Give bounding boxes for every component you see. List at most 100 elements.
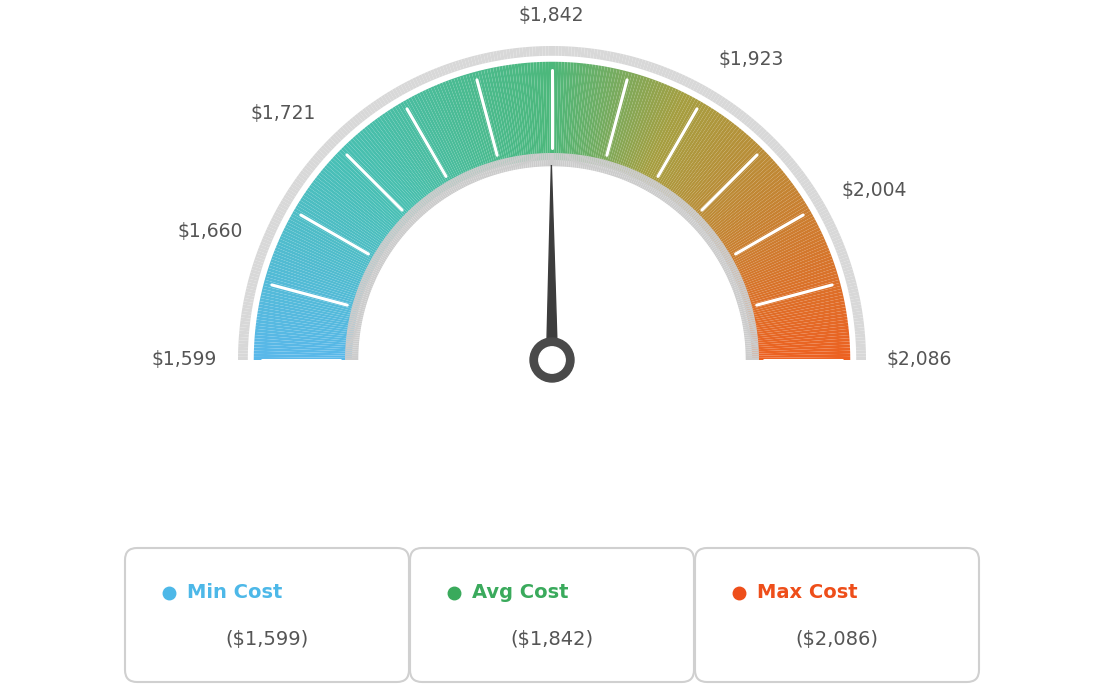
Wedge shape (252, 348, 352, 354)
Wedge shape (742, 324, 756, 328)
Wedge shape (512, 48, 517, 58)
Wedge shape (790, 165, 800, 174)
Wedge shape (749, 304, 847, 324)
Wedge shape (689, 214, 700, 225)
Wedge shape (344, 141, 415, 216)
Wedge shape (470, 169, 477, 183)
Wedge shape (711, 179, 793, 241)
Wedge shape (496, 65, 517, 164)
Wedge shape (365, 123, 429, 204)
Wedge shape (259, 291, 358, 317)
Wedge shape (707, 237, 720, 246)
Wedge shape (359, 284, 372, 290)
Wedge shape (290, 184, 300, 192)
Wedge shape (373, 117, 435, 199)
Text: $2,086: $2,086 (887, 351, 953, 370)
Wedge shape (743, 330, 757, 334)
Wedge shape (498, 159, 505, 174)
Wedge shape (707, 90, 714, 100)
Wedge shape (385, 235, 399, 245)
Wedge shape (330, 136, 339, 145)
Wedge shape (379, 97, 386, 107)
Wedge shape (856, 347, 866, 351)
Wedge shape (448, 62, 455, 72)
Wedge shape (277, 238, 370, 281)
Wedge shape (480, 68, 507, 166)
FancyBboxPatch shape (125, 548, 408, 682)
Wedge shape (442, 184, 450, 197)
Wedge shape (596, 159, 602, 172)
Text: ($2,086): ($2,086) (796, 630, 879, 649)
Wedge shape (552, 46, 555, 56)
Wedge shape (758, 129, 767, 138)
Wedge shape (264, 273, 361, 304)
Wedge shape (455, 60, 461, 70)
Wedge shape (360, 110, 368, 119)
Wedge shape (481, 164, 489, 179)
Wedge shape (622, 79, 659, 173)
Wedge shape (532, 46, 537, 57)
Wedge shape (718, 97, 725, 107)
Wedge shape (408, 209, 420, 221)
Wedge shape (545, 60, 550, 160)
Wedge shape (735, 296, 750, 302)
Wedge shape (238, 340, 248, 344)
Wedge shape (486, 163, 492, 177)
Wedge shape (735, 294, 749, 300)
Wedge shape (708, 238, 721, 248)
Wedge shape (565, 46, 569, 56)
Wedge shape (475, 70, 502, 167)
Wedge shape (853, 314, 863, 319)
Wedge shape (383, 238, 396, 248)
Wedge shape (735, 241, 829, 282)
Wedge shape (364, 272, 378, 279)
Wedge shape (712, 181, 795, 242)
Wedge shape (688, 139, 757, 214)
Wedge shape (851, 301, 861, 306)
Wedge shape (641, 91, 688, 181)
Wedge shape (786, 160, 796, 168)
Wedge shape (635, 87, 680, 179)
Wedge shape (415, 76, 423, 86)
Text: ($1,599): ($1,599) (225, 630, 309, 649)
Wedge shape (344, 358, 359, 360)
Wedge shape (514, 62, 529, 161)
Wedge shape (837, 250, 848, 257)
Wedge shape (740, 258, 836, 294)
Wedge shape (761, 131, 769, 141)
Wedge shape (676, 73, 682, 83)
Wedge shape (424, 197, 434, 209)
Wedge shape (386, 91, 394, 101)
Wedge shape (619, 166, 626, 180)
Wedge shape (609, 73, 641, 169)
Wedge shape (243, 304, 253, 309)
Wedge shape (348, 326, 362, 330)
Wedge shape (405, 97, 456, 186)
Wedge shape (238, 357, 247, 360)
Wedge shape (468, 170, 476, 184)
Wedge shape (774, 145, 783, 154)
Wedge shape (716, 189, 800, 248)
Wedge shape (744, 276, 841, 306)
Wedge shape (253, 332, 353, 343)
Wedge shape (597, 68, 624, 166)
Wedge shape (680, 205, 690, 217)
Wedge shape (296, 202, 382, 257)
Wedge shape (694, 150, 768, 221)
Wedge shape (263, 276, 360, 306)
Wedge shape (679, 75, 686, 85)
Wedge shape (414, 205, 424, 217)
Wedge shape (384, 93, 392, 104)
Wedge shape (569, 61, 581, 161)
Wedge shape (856, 344, 866, 347)
Wedge shape (436, 82, 477, 176)
Wedge shape (323, 143, 332, 152)
Wedge shape (834, 241, 843, 248)
Wedge shape (268, 258, 364, 294)
Wedge shape (375, 99, 384, 108)
Wedge shape (259, 288, 358, 315)
Wedge shape (856, 340, 866, 344)
Wedge shape (587, 48, 592, 58)
Wedge shape (336, 150, 410, 221)
Wedge shape (744, 279, 841, 308)
